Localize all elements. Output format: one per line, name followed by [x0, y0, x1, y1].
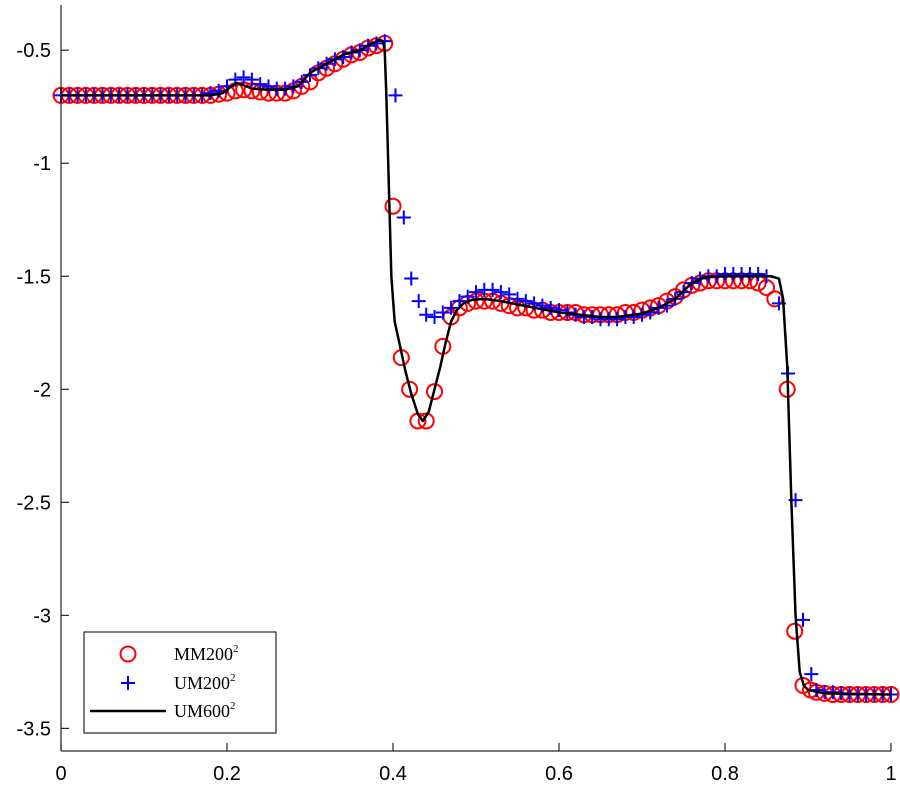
y-tick-label: -0.5	[17, 40, 51, 62]
data-point	[751, 267, 766, 282]
data-point	[203, 86, 218, 101]
data-point	[303, 68, 317, 83]
data-point	[427, 309, 442, 324]
legend-label-name: UM600	[174, 701, 230, 721]
data-point	[610, 312, 625, 327]
data-point	[419, 307, 434, 322]
x-tick-label: 0.8	[711, 763, 739, 785]
data-point	[401, 380, 419, 398]
data-point	[396, 210, 411, 225]
series-line	[61, 38, 892, 696]
legend-box	[83, 631, 277, 734]
y-tick-label: -1	[33, 153, 51, 175]
data-point	[236, 70, 251, 85]
x-tick-label: 0.4	[379, 763, 407, 785]
y-tick-label: -3.5	[17, 718, 51, 740]
data-point	[469, 285, 483, 300]
x-tick-label: 1	[885, 763, 896, 785]
legend-label: UM2002	[174, 672, 236, 693]
data-point	[452, 294, 467, 309]
y-tick-label: -2.5	[17, 492, 51, 514]
data-point	[417, 412, 435, 430]
legend-label-name: MM200	[174, 644, 233, 664]
legend-label-superscript: 2	[230, 672, 236, 684]
data-point	[786, 622, 804, 640]
data-point	[485, 282, 500, 297]
ticks: 0 0.2 0.4 0.6 0.8 1 -0.5 -1 -1.5 -2 -2.5 -3 -3.5	[17, 40, 897, 785]
data-point	[384, 197, 402, 215]
x-tick-label: 0.2	[213, 763, 241, 785]
legend-plus-marker	[121, 676, 135, 690]
series-um200	[54, 34, 898, 702]
series-um600	[61, 38, 892, 696]
y-tick-label: -1.5	[17, 266, 51, 288]
x-tick-label: 0	[55, 763, 66, 785]
data-point	[388, 88, 403, 103]
data-point	[626, 309, 641, 324]
data-point	[796, 612, 811, 627]
data-point	[502, 287, 517, 302]
data-point	[244, 72, 259, 87]
x-tick-label: 0.6	[545, 763, 573, 785]
legend-label: MM2002	[174, 643, 239, 664]
data-point	[261, 79, 276, 94]
data-point	[493, 285, 508, 300]
data-point	[211, 83, 226, 98]
data-point	[411, 294, 426, 309]
y-tick-label: -2	[33, 379, 51, 401]
axes	[60, 5, 891, 752]
data-point	[435, 305, 450, 320]
series-mm200	[52, 34, 900, 703]
legend-label: UM6002	[174, 700, 236, 721]
data-point	[804, 667, 819, 682]
plot-area	[52, 34, 900, 703]
data-point	[552, 303, 566, 318]
legend-label-name: UM200	[174, 673, 230, 693]
legend-label-superscript: 2	[233, 643, 239, 655]
data-point	[444, 300, 459, 315]
legend-label-superscript: 2	[230, 700, 236, 712]
data-point	[543, 300, 558, 315]
legend-circle-marker	[119, 645, 137, 663]
data-point	[426, 383, 443, 401]
data-point	[404, 271, 419, 286]
y-tick-label: -3	[33, 605, 51, 627]
